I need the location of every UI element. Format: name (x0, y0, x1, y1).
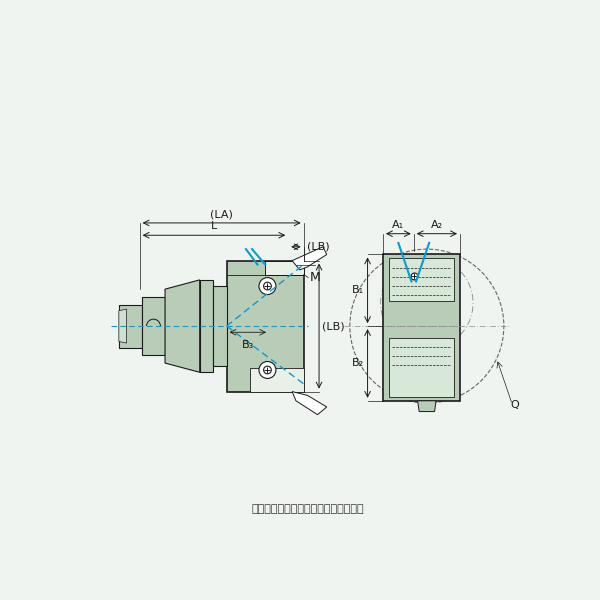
Text: (LB): (LB) (307, 242, 329, 252)
Polygon shape (142, 297, 165, 355)
Text: A₂: A₂ (431, 220, 443, 230)
Polygon shape (383, 254, 460, 401)
Circle shape (259, 362, 276, 379)
Polygon shape (227, 260, 304, 392)
Polygon shape (250, 368, 304, 392)
Polygon shape (292, 392, 327, 415)
Polygon shape (265, 260, 304, 275)
Polygon shape (418, 401, 436, 412)
Text: B₁: B₁ (352, 285, 364, 295)
Polygon shape (119, 305, 142, 347)
Polygon shape (119, 309, 127, 343)
Polygon shape (389, 338, 454, 397)
Circle shape (259, 278, 276, 295)
Text: Q: Q (510, 400, 519, 410)
Polygon shape (389, 259, 454, 301)
Text: M: M (310, 271, 320, 284)
Polygon shape (292, 247, 327, 270)
Text: B₂: B₂ (352, 358, 364, 368)
Polygon shape (165, 280, 200, 372)
Text: (LA): (LA) (210, 209, 233, 219)
Text: L: L (211, 221, 217, 232)
Text: (LB): (LB) (322, 321, 345, 331)
Text: 代表画像　商品仕様をご確認ください: 代表画像 商品仕様をご確認ください (251, 505, 364, 514)
Polygon shape (200, 280, 213, 372)
Polygon shape (213, 286, 227, 366)
Text: A₁: A₁ (392, 220, 404, 230)
Text: B₃: B₃ (242, 340, 254, 350)
